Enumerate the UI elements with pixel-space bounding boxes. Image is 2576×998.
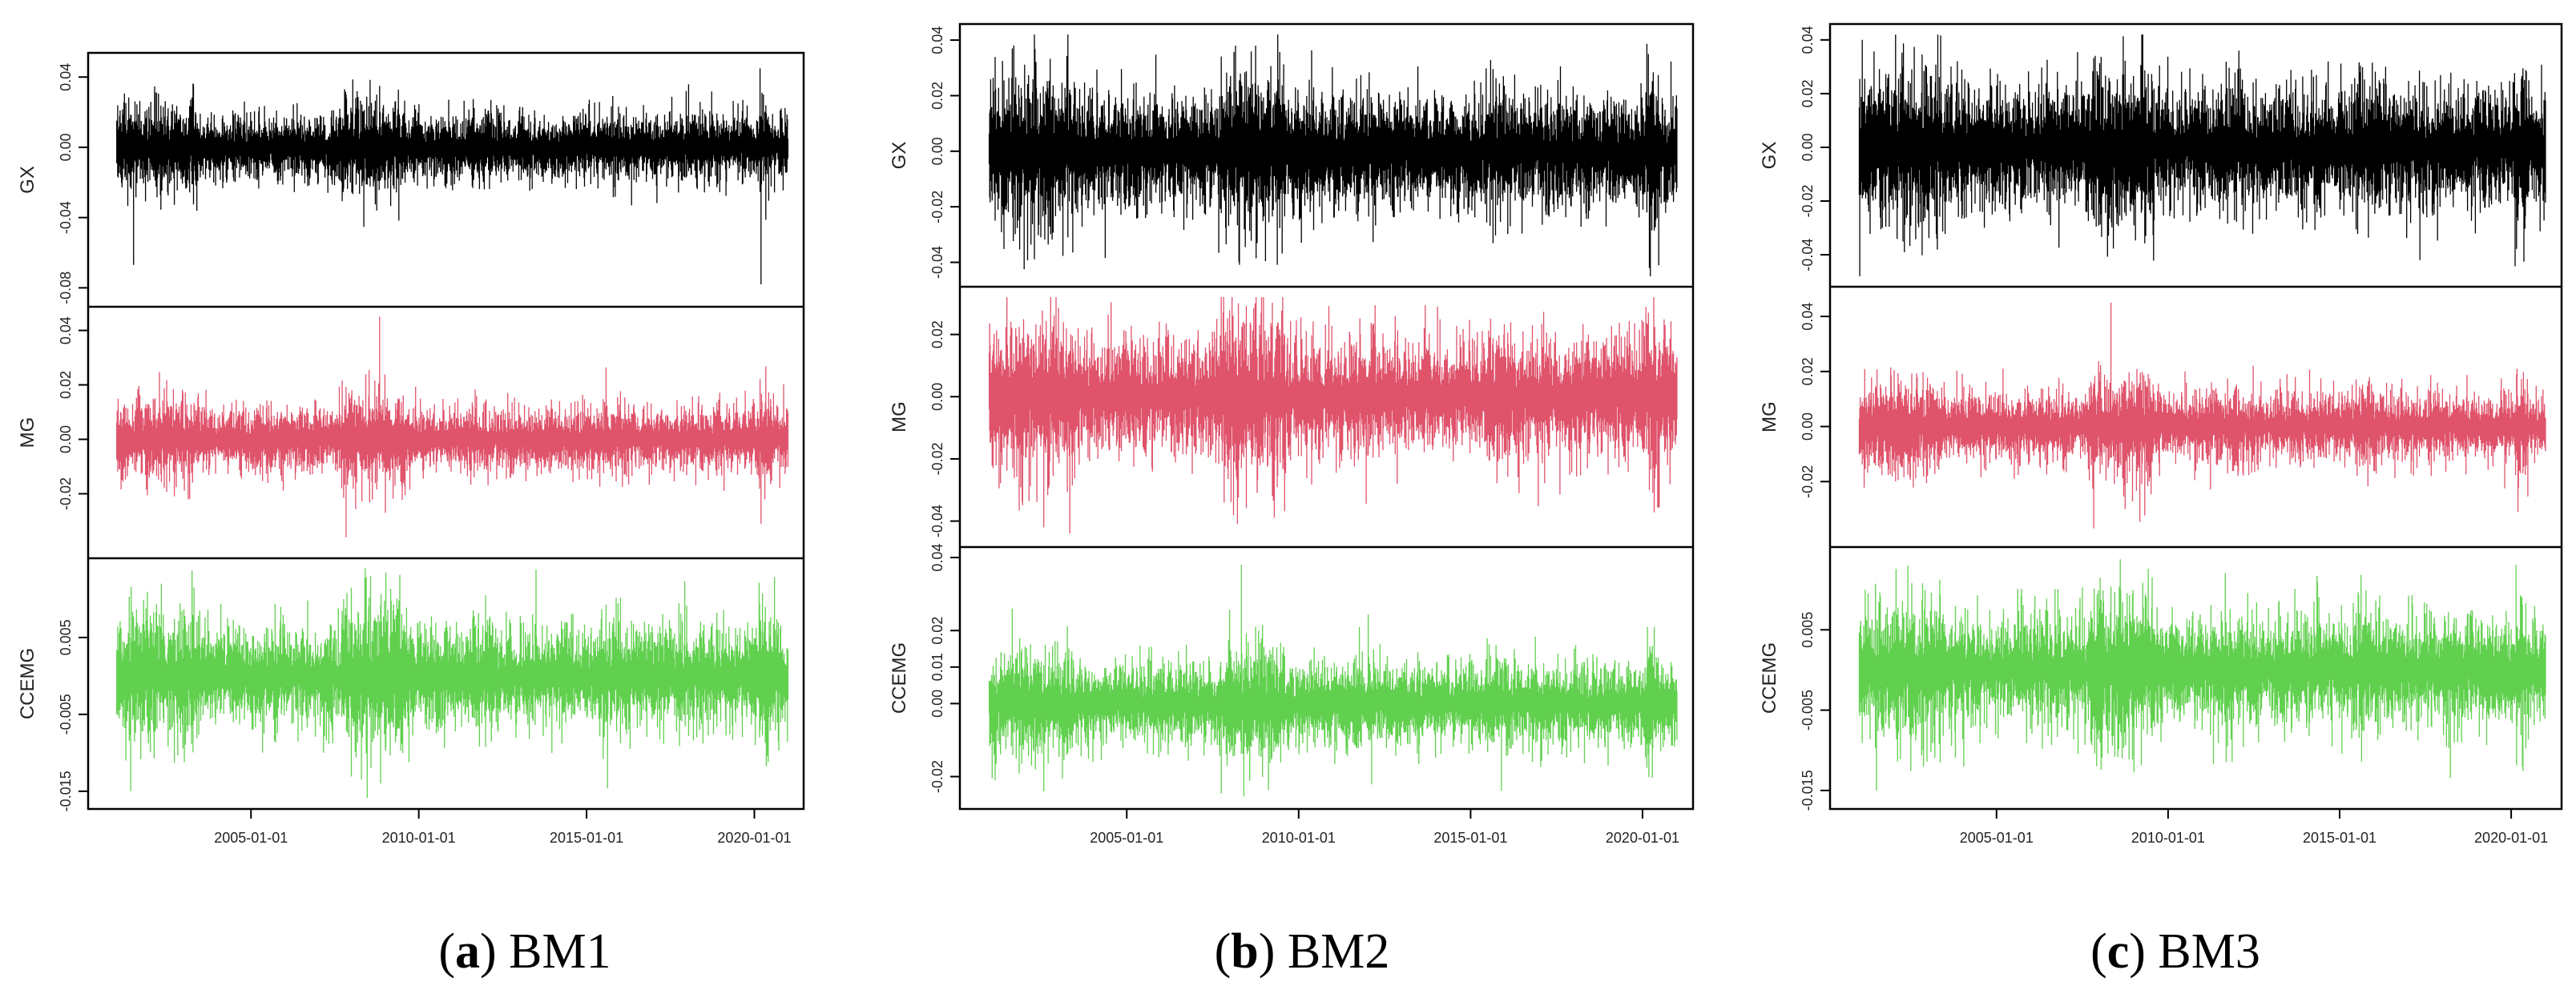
panel-mg: 0.04 0.02 0.00 -0.02 MG — [1759, 285, 2562, 529]
series-line-gx — [1858, 34, 2546, 276]
y-tick-label: -0.02 — [929, 442, 945, 475]
y-tick-label: -0.005 — [1800, 690, 1816, 730]
caption-c-text: BM3 — [2158, 924, 2260, 979]
y-axis-label-ccemg: CCEMG — [17, 648, 38, 719]
y-tick-label: 0.005 — [1800, 612, 1816, 648]
y-tick-label: 0.00 — [58, 133, 74, 161]
y-tick-label: 0.02 — [929, 320, 945, 348]
y-tick-label: 0.00 — [58, 425, 74, 453]
x-tick-label: 2015-01-01 — [2303, 830, 2376, 846]
x-tick-label: 2005-01-01 — [1090, 830, 1163, 846]
y-tick-label: -0.04 — [929, 505, 945, 537]
series-line-mg — [988, 297, 1678, 533]
y-tick-label: 0.00 — [1800, 412, 1816, 441]
panel-ccemg: 0.005 -0.005 -0.015 CCEMG — [17, 557, 804, 811]
caption-b: (b) BM2 — [1215, 924, 1390, 979]
x-tick-label: 2010-01-01 — [2131, 830, 2205, 846]
y-tick-label: -0.04 — [58, 201, 74, 234]
y-tick-label: -0.02 — [1800, 465, 1816, 498]
y-axis-label-mg: MG — [889, 401, 910, 433]
chart-2-frame — [958, 22, 1695, 811]
y-tick-label: -0.02 — [929, 760, 945, 793]
y-tick-label: 0.02 — [1800, 357, 1816, 385]
y-axis-label-gx: GX — [17, 166, 38, 194]
chart-1-frame — [87, 51, 805, 811]
chart-3: 0.04 0.02 0.00 -0.02 -0.04 GX 0.04 0.02 0.00 -0.0… — [1759, 22, 2563, 846]
y-tick-label: -0.015 — [58, 771, 74, 811]
series-line-ccemg — [988, 565, 1678, 797]
chart-2: 0.04 0.02 0.00 -0.02 -0.04 GX 0.02 0.00 -0.02 -0.… — [889, 22, 1695, 846]
y-tick-label: 0.04 — [929, 26, 945, 54]
caption-c-label: c — [2107, 924, 2130, 979]
y-tick-label: -0.02 — [929, 191, 945, 223]
x-tick-label: 2010-01-01 — [382, 830, 456, 846]
y-tick-label: 0.04 — [1800, 303, 1816, 331]
panel-gx: 0.04 0.02 0.00 -0.02 -0.04 GX — [1759, 26, 2546, 276]
y-tick-label: 0.00 — [929, 690, 945, 718]
y-tick-label: -0.02 — [1800, 184, 1816, 217]
x-tick-label: 2010-01-01 — [1262, 830, 1336, 846]
series-line-ccemg — [116, 568, 789, 798]
y-tick-label: 0.04 — [929, 544, 945, 572]
series-line-gx — [988, 34, 1678, 276]
series-line-mg — [1858, 302, 2546, 529]
y-axis-label-mg: MG — [17, 417, 38, 449]
panel-mg: 0.02 0.00 -0.02 -0.04 MG — [889, 285, 1693, 537]
y-tick-label: 0.005 — [58, 619, 74, 655]
panel-ccemg: 0.005 -0.005 -0.015 CCEMG — [1759, 545, 2562, 811]
caption-a-label: a — [455, 924, 480, 979]
y-axis-label-gx: GX — [1759, 142, 1780, 170]
y-tick-label: -0.04 — [1800, 239, 1816, 272]
charts: 0.040.00-0.04-0.08GX0.040.020.00-0.02MG0… — [17, 22, 2563, 846]
y-axis-label-mg: MG — [1759, 401, 1780, 433]
x-tick-label: 2020-01-01 — [717, 830, 791, 846]
y-tick-label: 0.00 — [929, 137, 945, 165]
y-tick-label: -0.005 — [58, 694, 74, 734]
y-axis-label-ccemg: CCEMG — [1759, 642, 1780, 714]
y-tick-label: 0.04 — [58, 63, 74, 91]
y-tick-label: -0.08 — [58, 272, 74, 304]
caption-a: (a) BM1 — [438, 924, 611, 979]
y-tick-label: 0.02 — [929, 82, 945, 110]
series-line-mg — [116, 316, 789, 537]
chart-3-frame — [1828, 22, 2563, 811]
caption-b-label: b — [1231, 924, 1258, 979]
x-tick-label: 2015-01-01 — [550, 830, 623, 846]
series-line-ccemg — [1858, 559, 2546, 791]
captions: (a) BM1 (b) BM2 (c) BM3 — [438, 924, 2260, 979]
y-tick-label: -0.04 — [929, 246, 945, 279]
y-tick-label: -0.015 — [1800, 770, 1816, 811]
y-axis-label-gx: GX — [889, 142, 910, 170]
caption-c: (c) BM3 — [2090, 924, 2260, 979]
x-tick-label: 2005-01-01 — [214, 830, 288, 846]
panel-ccemg: 0.04 0.02 0.01 0.00 -0.02 CCEMG — [889, 544, 1693, 797]
y-tick-label: 0.04 — [58, 316, 74, 344]
y-tick-label: 0.02 — [929, 617, 945, 645]
x-tick-label: 2005-01-01 — [1960, 830, 2034, 846]
x-tick-label: 2020-01-01 — [1606, 830, 1679, 846]
y-tick-label: -0.02 — [58, 477, 74, 510]
y-tick-label: 0.00 — [929, 383, 945, 411]
y-tick-label: 0.02 — [1800, 79, 1816, 107]
caption-b-text: BM2 — [1288, 924, 1389, 979]
panel-gx: 0.04 0.00 -0.04 -0.08 GX — [17, 63, 789, 304]
chart-1: 0.040.00-0.04-0.08GX0.040.020.00-0.02MG0… — [17, 51, 805, 846]
y-tick-label: 0.04 — [1800, 26, 1816, 54]
caption-a-text: BM1 — [509, 924, 611, 979]
panel-gx: 0.04 0.02 0.00 -0.02 -0.04 GX — [889, 26, 1678, 279]
y-tick-label: 0.01 — [929, 653, 945, 681]
y-tick-label: 0.02 — [58, 371, 74, 399]
series-line-gx — [116, 68, 789, 284]
x-tick-label: 2020-01-01 — [2474, 830, 2548, 846]
panel-mg: 0.04 0.02 0.00 -0.02 MG — [17, 305, 804, 537]
y-axis-label-ccemg: CCEMG — [889, 642, 910, 714]
x-tick-label: 2015-01-01 — [1433, 830, 1507, 846]
y-tick-label: 0.00 — [1800, 133, 1816, 161]
